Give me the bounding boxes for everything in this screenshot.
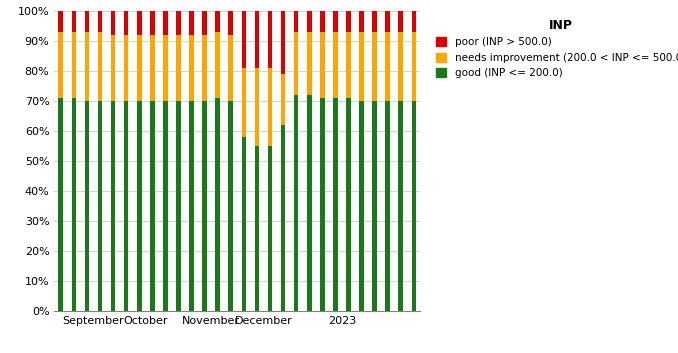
Bar bbox=[307, 11, 311, 32]
Bar bbox=[111, 11, 115, 35]
Bar bbox=[255, 145, 259, 311]
Bar bbox=[228, 35, 233, 101]
Bar bbox=[163, 11, 167, 35]
Bar bbox=[372, 32, 377, 101]
Bar bbox=[202, 11, 207, 35]
Bar bbox=[346, 98, 351, 311]
Bar bbox=[150, 35, 155, 101]
Bar bbox=[346, 11, 351, 32]
Bar bbox=[163, 101, 167, 311]
Bar bbox=[320, 32, 325, 98]
Bar bbox=[85, 101, 89, 311]
Bar bbox=[307, 95, 311, 311]
Bar bbox=[399, 101, 403, 311]
Bar bbox=[241, 11, 246, 68]
Bar bbox=[359, 11, 364, 32]
Bar bbox=[189, 11, 194, 35]
Bar bbox=[268, 68, 273, 145]
Bar bbox=[268, 145, 273, 311]
Bar bbox=[216, 32, 220, 98]
Bar bbox=[333, 11, 338, 32]
Bar bbox=[412, 11, 416, 32]
Bar bbox=[372, 11, 377, 32]
Bar bbox=[72, 11, 76, 32]
Bar bbox=[124, 101, 128, 311]
Bar bbox=[359, 101, 364, 311]
Bar bbox=[163, 35, 167, 101]
Bar bbox=[281, 74, 285, 125]
Bar bbox=[85, 32, 89, 101]
Bar bbox=[58, 11, 63, 32]
Bar bbox=[281, 125, 285, 311]
Bar bbox=[399, 11, 403, 32]
Bar bbox=[150, 101, 155, 311]
Bar bbox=[189, 35, 194, 101]
Bar bbox=[58, 32, 63, 98]
Bar bbox=[320, 11, 325, 32]
Bar bbox=[189, 101, 194, 311]
Bar bbox=[98, 101, 102, 311]
Bar bbox=[333, 32, 338, 98]
Bar bbox=[85, 11, 89, 32]
Bar bbox=[150, 11, 155, 35]
Bar bbox=[124, 11, 128, 35]
Bar bbox=[202, 101, 207, 311]
Bar bbox=[137, 35, 142, 101]
Bar bbox=[228, 11, 233, 35]
Bar bbox=[98, 11, 102, 32]
Bar bbox=[399, 32, 403, 101]
Bar bbox=[111, 101, 115, 311]
Bar bbox=[216, 11, 220, 32]
Bar bbox=[241, 68, 246, 137]
Bar bbox=[385, 101, 390, 311]
Bar bbox=[202, 35, 207, 101]
Bar bbox=[176, 101, 181, 311]
Bar bbox=[72, 32, 76, 98]
Bar bbox=[58, 98, 63, 311]
Bar bbox=[176, 35, 181, 101]
Legend: poor (INP > 500.0), needs improvement (200.0 < INP <= 500.0), good (INP <= 200.0: poor (INP > 500.0), needs improvement (2… bbox=[433, 16, 678, 81]
Bar bbox=[137, 11, 142, 35]
Bar bbox=[294, 11, 298, 32]
Bar bbox=[307, 32, 311, 95]
Bar bbox=[137, 101, 142, 311]
Bar bbox=[241, 137, 246, 311]
Bar bbox=[281, 11, 285, 74]
Bar bbox=[412, 32, 416, 101]
Bar bbox=[124, 35, 128, 101]
Bar bbox=[385, 32, 390, 101]
Bar bbox=[111, 35, 115, 101]
Bar bbox=[346, 32, 351, 98]
Bar bbox=[412, 101, 416, 311]
Bar bbox=[333, 98, 338, 311]
Bar bbox=[320, 98, 325, 311]
Bar bbox=[228, 101, 233, 311]
Bar bbox=[359, 32, 364, 101]
Bar bbox=[255, 68, 259, 145]
Bar bbox=[372, 101, 377, 311]
Bar bbox=[294, 32, 298, 95]
Bar bbox=[72, 98, 76, 311]
Bar bbox=[216, 98, 220, 311]
Bar bbox=[268, 11, 273, 68]
Bar bbox=[176, 11, 181, 35]
Bar bbox=[294, 95, 298, 311]
Bar bbox=[385, 11, 390, 32]
Bar bbox=[255, 11, 259, 68]
Bar bbox=[98, 32, 102, 101]
